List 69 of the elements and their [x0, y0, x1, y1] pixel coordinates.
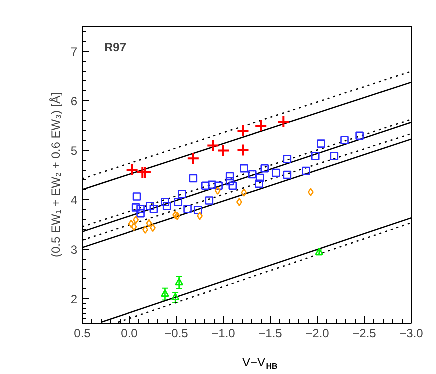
x-tick-label: 0.5 [74, 326, 92, 340]
point [142, 226, 148, 234]
y-axis-title: (0.5 EW₁ + EW₂ + 0.6 EW₃) [Å] [48, 92, 63, 258]
y-tick-label: 7 [70, 44, 78, 59]
point [356, 132, 364, 140]
annotation: R97 [104, 40, 127, 54]
point [146, 202, 154, 210]
point [194, 206, 202, 214]
point [330, 152, 339, 160]
point [228, 182, 238, 190]
point [256, 174, 264, 182]
point [317, 140, 326, 148]
x-tick-label: −1.5 [258, 326, 283, 340]
point [240, 164, 248, 173]
point [184, 205, 192, 214]
point [132, 192, 142, 201]
point [206, 139, 220, 152]
x-tick-label: −2.0 [306, 326, 330, 340]
point [214, 186, 221, 195]
y-tick-label: 5 [70, 144, 78, 158]
point [128, 220, 134, 228]
point [136, 209, 145, 218]
point [150, 205, 158, 214]
point [146, 219, 152, 228]
point [162, 202, 172, 210]
point [214, 182, 223, 190]
point [226, 172, 234, 181]
point [236, 198, 242, 206]
point [161, 290, 170, 297]
point [131, 222, 138, 232]
point [283, 155, 292, 164]
point [201, 182, 210, 190]
x-tick-label: −3.0 [400, 326, 424, 340]
y-tick-label: 4 [70, 193, 78, 208]
point [302, 166, 310, 176]
point [241, 188, 248, 197]
point [277, 116, 290, 129]
point [236, 124, 250, 138]
x-tick-label: 0.0 [121, 326, 138, 340]
point [126, 164, 139, 177]
y-tick-label: 6 [70, 94, 78, 108]
point [133, 216, 140, 224]
point [226, 177, 234, 186]
y-tick-label: 2 [70, 292, 78, 306]
point [236, 144, 250, 157]
point [311, 152, 320, 160]
point [255, 180, 264, 188]
point [205, 196, 214, 205]
point [217, 144, 230, 158]
point [186, 152, 200, 166]
point [283, 170, 292, 180]
point [260, 164, 270, 173]
point [189, 174, 198, 183]
point [254, 119, 268, 132]
point [175, 278, 184, 286]
point [272, 168, 280, 178]
x-tick-label: −1.0 [212, 326, 236, 340]
point [136, 205, 145, 214]
y-tick-label: 3 [70, 242, 78, 257]
x-tick-label: −2.5 [352, 326, 377, 340]
point [340, 136, 349, 144]
point [248, 170, 257, 179]
point [308, 188, 314, 196]
point [161, 198, 170, 206]
point [178, 190, 186, 198]
point [174, 198, 183, 206]
x-tick-label: −0.5 [164, 326, 189, 340]
point [132, 204, 140, 212]
point [171, 293, 180, 300]
